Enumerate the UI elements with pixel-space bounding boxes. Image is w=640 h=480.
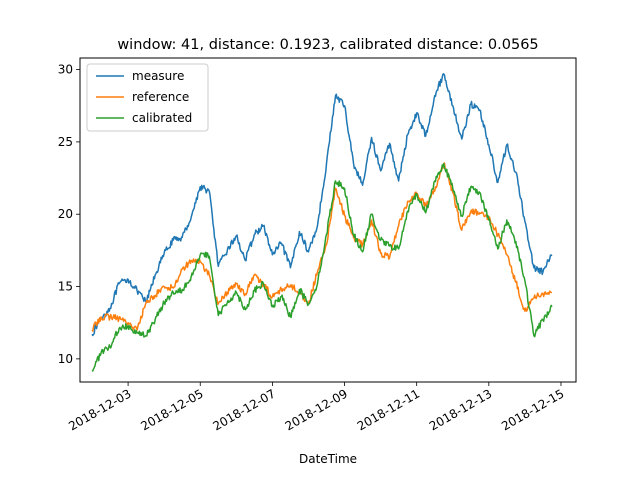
- legend-label-measure: measure: [132, 69, 184, 83]
- y-tick-label: 20: [58, 207, 73, 221]
- y-tick-label: 15: [58, 280, 73, 294]
- y-tick-label: 25: [58, 135, 73, 149]
- y-tick-label: 10: [58, 352, 73, 366]
- x-axis-label: DateTime: [299, 452, 357, 466]
- legend: measure reference calibrated: [86, 63, 209, 132]
- y-tick-label: 30: [58, 63, 73, 77]
- axes-frame: [79, 57, 577, 383]
- chart-title: window: 41, distance: 0.1923, calibrated…: [117, 37, 538, 53]
- series-line-calibrated: [91, 162, 553, 372]
- series-line-measure: [91, 73, 553, 337]
- series-layer: [91, 73, 553, 372]
- legend-label-calibrated: calibrated: [132, 111, 192, 125]
- legend-label-reference: reference: [132, 90, 189, 104]
- y-axis: 10 15 20 25 30: [58, 63, 80, 366]
- legend-frame: [86, 63, 209, 132]
